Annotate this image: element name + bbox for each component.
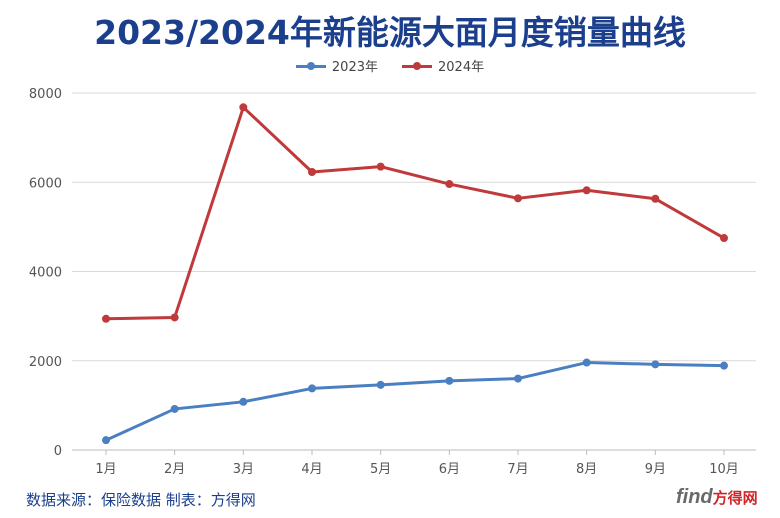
watermark-logo: find方得网 <box>676 486 758 509</box>
x-tick-label-3: 3月 <box>233 462 254 477</box>
data-point-2023年-1 <box>102 436 110 445</box>
watermark-cn-text: 方得网 <box>712 490 758 507</box>
legend-item-2024[interactable]: 2024年 <box>402 56 484 75</box>
y-tick-label-0: 0 <box>54 444 62 459</box>
data-point-2024年-1 <box>102 314 110 323</box>
x-tick-label-5: 5月 <box>370 462 391 477</box>
x-tick-label-8: 8月 <box>576 462 597 477</box>
legend-marker-2024 <box>402 61 432 71</box>
x-tick-label-6: 6月 <box>439 462 460 477</box>
data-point-2024年-2 <box>170 313 179 322</box>
data-point-2023年-7 <box>514 374 522 383</box>
series-line-2024年 <box>105 105 725 321</box>
data-point-2023年-8 <box>582 358 591 367</box>
data-point-2024年-6 <box>445 180 454 189</box>
x-tick-label-4: 4月 <box>301 462 322 477</box>
chart-title: 2023/2024年新能源大面月度销量曲线 <box>94 13 686 52</box>
x-tick-label-1: 1月 <box>95 462 116 477</box>
data-point-2023年-3 <box>239 397 248 406</box>
data-point-2024年-3 <box>239 103 248 112</box>
data-point-2024年-10 <box>720 234 728 243</box>
x-tick-label-9: 9月 <box>645 462 666 477</box>
x-tick-label-7: 7月 <box>507 462 528 477</box>
data-point-2024年-5 <box>376 162 385 171</box>
y-tick-label-6000: 6000 <box>29 176 62 191</box>
data-point-2024年-8 <box>582 186 591 195</box>
data-point-2023年-4 <box>308 384 316 393</box>
data-point-2023年-10 <box>720 361 728 370</box>
series-line-2023年 <box>105 361 725 442</box>
y-tick-label-2000: 2000 <box>29 355 62 370</box>
data-point-2024年-4 <box>308 167 316 176</box>
data-point-2023年-2 <box>170 404 179 413</box>
data-point-2023年-6 <box>445 376 454 385</box>
y-tick-label-8000: 8000 <box>29 87 62 102</box>
data-point-2024年-7 <box>514 194 522 203</box>
legend-marker-2023 <box>295 61 326 71</box>
legend-label-2024: 2024年 <box>438 60 485 75</box>
legend: 2023年 2024年 <box>0 56 780 75</box>
x-tick-label-2: 2月 <box>164 462 185 477</box>
data-source-note: 数据来源：保险数据 制表：方得网 <box>26 491 256 509</box>
legend-label-2023: 2023年 <box>331 60 378 75</box>
y-tick-label-4000: 4000 <box>29 266 62 281</box>
watermark-logo-text: find <box>676 486 713 508</box>
data-point-2023年-9 <box>651 360 660 369</box>
x-tick-label-10: 10月 <box>709 462 739 477</box>
data-point-2023年-5 <box>376 380 385 389</box>
legend-item-2023[interactable]: 2023年 <box>295 56 378 75</box>
data-point-2024年-9 <box>651 194 660 203</box>
